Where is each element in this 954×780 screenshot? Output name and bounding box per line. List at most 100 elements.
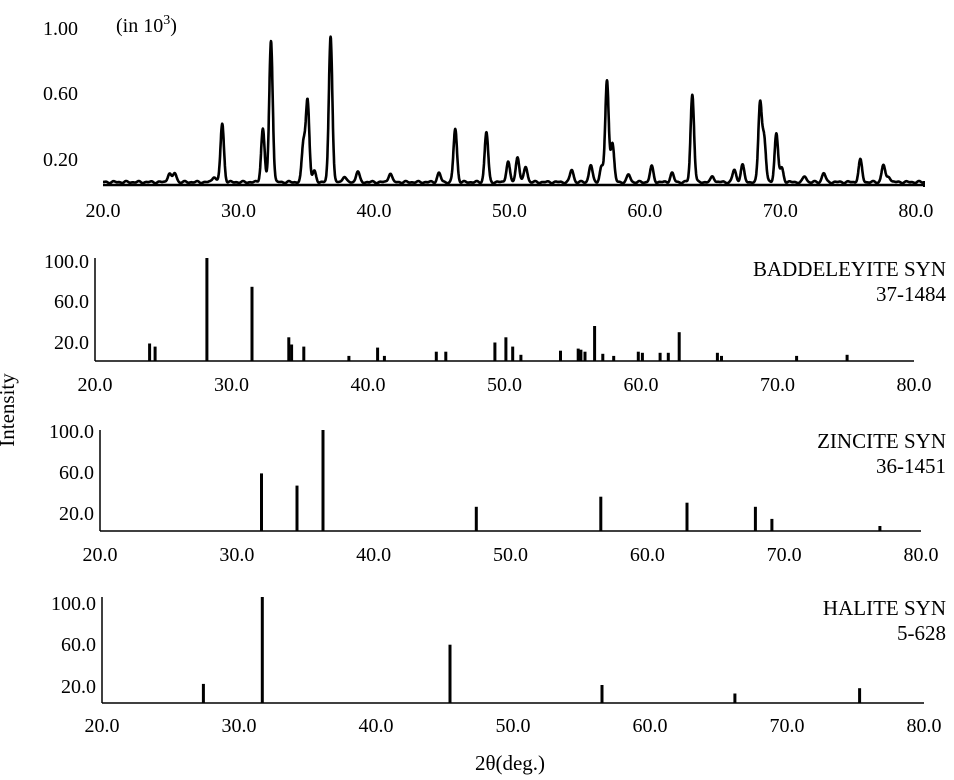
y-tick-label: 0.20 (43, 149, 78, 171)
x-tick-label: 60.0 (624, 374, 659, 396)
x-tick-label: 50.0 (487, 374, 522, 396)
x-tick-label: 40.0 (359, 715, 394, 737)
reference-stick (733, 693, 737, 703)
phase-label: HALITE SYN (823, 596, 946, 620)
phase-code: 36-1451 (876, 454, 946, 478)
x-tick-label: 20.0 (85, 715, 120, 737)
x-tick-label: 20.0 (86, 200, 121, 222)
phase-code: 37-1484 (876, 282, 946, 306)
x-tick-label: 70.0 (760, 374, 795, 396)
reference-stick (321, 430, 325, 531)
reference-stick (666, 352, 670, 361)
reference-stick (148, 343, 152, 361)
reference-stick (474, 506, 478, 531)
reference-stick (347, 355, 351, 362)
reference-stick (559, 350, 562, 361)
y-tick-label: 60.0 (59, 462, 94, 484)
reference-stick (376, 347, 380, 361)
reference-stick (576, 348, 580, 361)
reference-stick (878, 526, 882, 532)
reference-stick (770, 518, 774, 531)
x-tick-label: 30.0 (221, 200, 256, 222)
reference-stick (599, 496, 603, 531)
y-tick-label: 20.0 (54, 332, 89, 354)
x-tick-label: 60.0 (633, 715, 668, 737)
y-axis-title: Intensity (0, 373, 19, 447)
phase-label: ZINCITE SYN (817, 429, 946, 453)
reference-stick (579, 349, 583, 361)
x-tick-label: 80.0 (904, 544, 939, 566)
x-tick-label: 80.0 (898, 200, 933, 222)
pattern-panel: 1.00 0.60 0.20 20.0 30.0 40.0 50.0 60.0 70.0 80.0… (43, 13, 933, 222)
reference-stick (250, 286, 254, 361)
reference-stick (201, 683, 205, 703)
reference-stick (593, 326, 597, 361)
reference-stick (260, 597, 264, 703)
x-tick-label: 40.0 (356, 200, 391, 222)
y-tick-label: 60.0 (54, 291, 89, 313)
phase-label: BADDELEYITE SYN (753, 257, 946, 281)
reference-stick (287, 337, 291, 361)
reference-stick (493, 342, 497, 361)
x-tick-label: 70.0 (763, 200, 798, 222)
reference-stick (715, 352, 719, 361)
reference-stick (295, 485, 299, 532)
x-tick-label: 70.0 (770, 715, 805, 737)
reference-panel-2: 100.0 60.0 20.0 20.0 30.0 40.0 50.0 60.0 70.0 80.… (49, 421, 946, 566)
x-tick-label: 20.0 (78, 374, 113, 396)
x-tick-label: 50.0 (496, 715, 531, 737)
y-tick-label: 1.00 (43, 18, 78, 40)
reference-stick (685, 502, 689, 531)
reference-stick (290, 344, 294, 361)
reference-stick (612, 355, 616, 362)
reference-stick (434, 351, 438, 361)
y-tick-label: 100.0 (44, 251, 89, 273)
pattern-line (102, 35, 925, 185)
reference-stick (504, 337, 508, 361)
reference-stick (640, 352, 644, 361)
x-tick-label: 70.0 (767, 544, 802, 566)
x-tick-label: 30.0 (219, 544, 254, 566)
reference-stick (658, 352, 662, 361)
y-tick-label: 20.0 (61, 676, 96, 698)
reference-stick (260, 473, 263, 531)
reference-stick (153, 346, 157, 361)
x-tick-label: 40.0 (351, 374, 386, 396)
reference-stick (753, 506, 757, 531)
reference-stick (601, 353, 605, 361)
x-tick-label: 80.0 (907, 715, 942, 737)
reference-stick (511, 346, 515, 361)
x-axis-title: 2θ(deg.) (475, 751, 545, 775)
reference-stick (845, 354, 849, 361)
reference-stick (448, 644, 452, 703)
x-tick-label: 60.0 (630, 544, 665, 566)
x-tick-label: 80.0 (897, 374, 932, 396)
y-tick-label: 60.0 (61, 634, 96, 656)
reference-stick (795, 355, 799, 362)
y-tick-label: 100.0 (49, 421, 94, 443)
x-tick-label: 50.0 (492, 200, 527, 222)
y-tick-label: 0.60 (43, 83, 78, 105)
y-tick-label: 20.0 (59, 503, 94, 525)
reference-stick (636, 351, 640, 361)
unit-note: (in 103) (116, 13, 177, 37)
x-tick-label: 40.0 (356, 544, 391, 566)
reference-stick (519, 354, 523, 361)
reference-panel-3: 100.0 60.0 20.0 20.0 30.0 40.0 50.0 60.0 70.0 80.… (51, 593, 946, 737)
reference-panel-1: 100.0 60.0 20.0 20.0 30.0 40.0 50.0 60.0 70.0 80.… (44, 251, 946, 396)
x-tick-label: 50.0 (493, 544, 528, 566)
x-tick-label: 30.0 (222, 715, 257, 737)
phase-code: 5-628 (897, 621, 946, 645)
reference-stick (677, 332, 681, 361)
reference-stick (720, 355, 723, 362)
y-tick-label: 100.0 (51, 593, 96, 615)
reference-stick (302, 346, 306, 361)
reference-stick (382, 355, 386, 362)
reference-stick (858, 688, 862, 703)
reference-stick (444, 351, 448, 361)
reference-stick (600, 685, 604, 703)
reference-stick (205, 258, 209, 361)
x-tick-label: 20.0 (83, 544, 118, 566)
x-tick-label: 30.0 (214, 374, 249, 396)
